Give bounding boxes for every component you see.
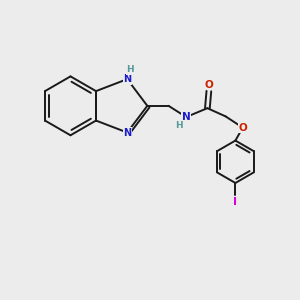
Text: N: N [123, 128, 131, 137]
Text: O: O [205, 80, 213, 90]
Text: N: N [182, 112, 190, 122]
Text: H: H [126, 65, 134, 74]
Text: I: I [233, 197, 237, 207]
Text: H: H [175, 121, 183, 130]
Text: N: N [123, 74, 131, 84]
Text: O: O [239, 123, 248, 133]
